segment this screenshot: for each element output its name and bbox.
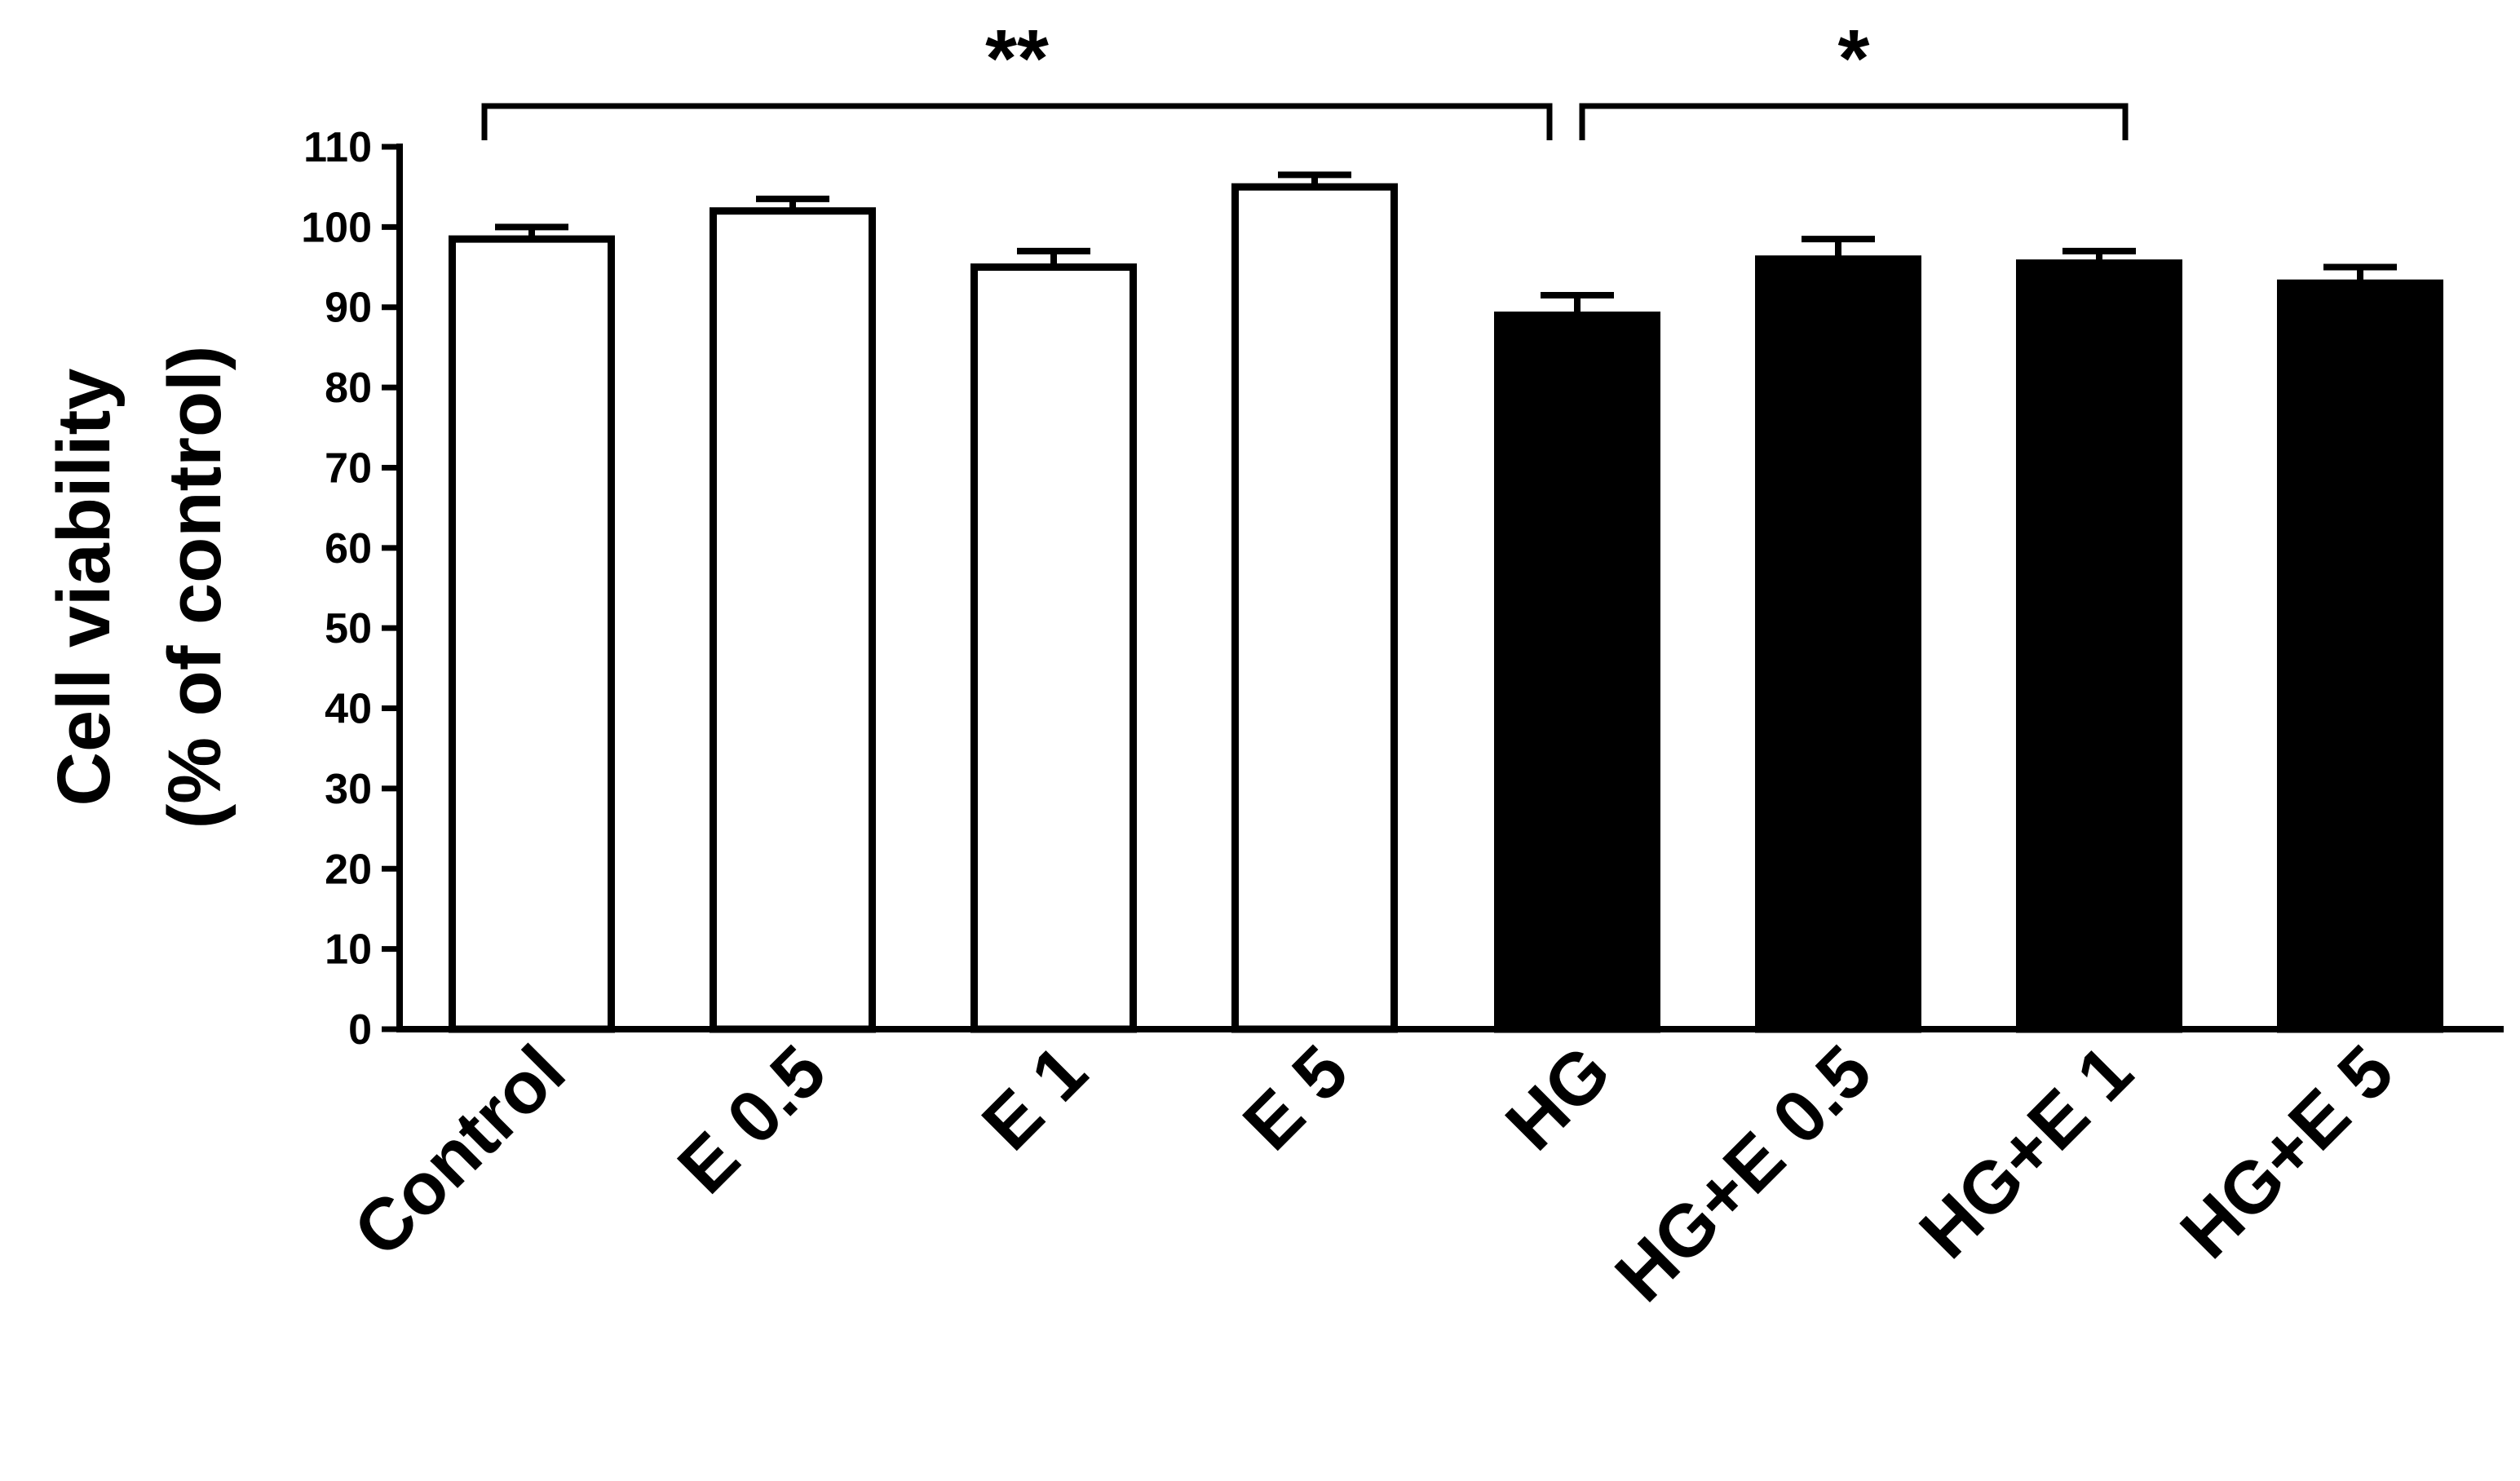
y-tick-label: 60 [325,525,372,573]
significance-label: * [1838,13,1870,104]
x-tick-label: E 5 [1228,1030,1364,1165]
y-ticks: 0 10 20 30 40 50 60 70 80 90 100 110 [301,124,400,1054]
y-tick-label: 110 [303,124,372,171]
y-tick-label: 80 [325,365,372,412]
y-tick-label: 100 [301,204,372,251]
y-tick-label: 30 [325,766,372,813]
x-tick-label: HG+E 1 [1904,1030,2148,1274]
x-tick-label: HG [1491,1030,1626,1165]
error-bars [495,171,2397,316]
significance-bracket [481,103,1553,140]
y-tick-label: 70 [325,444,372,492]
significance-label: ** [985,13,1049,104]
x-tick-label: HG+E 5 [2165,1030,2409,1274]
x-tick-label: E 1 [967,1030,1103,1165]
y-axis-label-line-2: (% of control) [153,346,237,829]
x-tick-label: Control [338,1030,581,1272]
y-tick-label: 0 [348,1006,372,1054]
bar [1755,255,1921,1033]
bar [2277,279,2443,1033]
significance-brackets: ** * [481,13,2129,140]
bar [2016,259,2182,1033]
y-tick-label: 50 [325,605,372,652]
y-axis-label-line-1: Cell viability [42,369,126,807]
x-tick-label: E 0.5 [663,1030,842,1209]
y-tick-label: 20 [325,846,372,893]
bar [449,235,615,1033]
y-tick-label: 90 [325,285,372,332]
significance-bracket [1579,103,2129,140]
bar [710,207,876,1033]
x-tick-label: HG+E 0.5 [1600,1030,1887,1317]
bar [1231,183,1398,1033]
bar [1494,312,1660,1033]
bar [970,263,1137,1033]
y-tick-label: 40 [325,686,372,733]
y-axis-label: Cell viability (% of control) [42,346,237,829]
y-tick-label: 10 [325,926,372,974]
bars [449,183,2443,1033]
